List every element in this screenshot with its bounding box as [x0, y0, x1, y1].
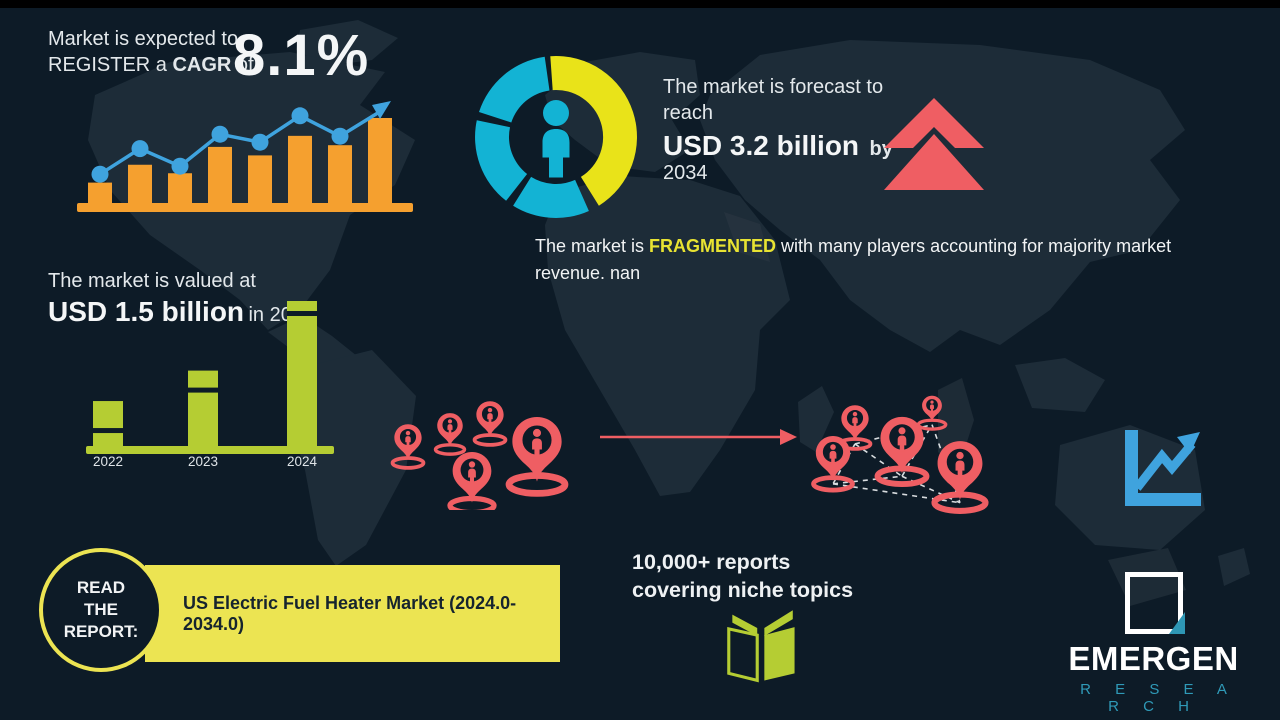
up-arrows-icon — [884, 98, 984, 190]
read-the-report-circle[interactable]: READ THE REPORT: — [39, 548, 163, 672]
valuation-year-labels: 2022 2023 2024 — [93, 454, 318, 469]
cagr-value: 8.1% — [233, 23, 370, 88]
svg-text:2022: 2022 — [93, 454, 123, 469]
forecast-value: USD 3.2 billion — [663, 130, 860, 161]
valuation-value: USD 1.5 billion — [48, 296, 245, 327]
map-pin-cluster-right — [810, 395, 1035, 530]
fragmented-highlight: FRAGMENTED — [649, 236, 777, 256]
emergen-logo: EMERGEN R E S E A R C H — [1056, 572, 1251, 715]
cagr-trend-chart — [77, 101, 413, 212]
svg-text:2023: 2023 — [188, 454, 218, 469]
forecast-text: The market is forecast to reach USD 3.2 … — [663, 76, 893, 184]
report-banner-text: US Electric Fuel Heater Market (2024.0-2… — [183, 592, 517, 634]
map-pin-cluster-left — [390, 401, 580, 510]
donut-arcs — [475, 55, 637, 218]
logo-teal-notch — [1168, 612, 1185, 634]
logo-square-icon — [1124, 572, 1185, 634]
flow-arrow — [600, 429, 797, 445]
report-banner: US Electric Fuel Heater Market (2024.0-2… — [145, 565, 560, 662]
person-icon — [542, 100, 570, 178]
cagr-text: Market is expected to REGISTER a CAGR of — [48, 28, 254, 76]
valuation-text: The market is valued at USD 1.5 billion … — [48, 270, 315, 327]
forecast-year: 2034 — [663, 162, 708, 184]
top-black-bar — [0, 0, 1280, 8]
trend-line — [91, 101, 391, 183]
valuation-bars — [93, 301, 317, 446]
valuation-bar-chart: 2022 2023 2024 — [86, 301, 334, 469]
growth-chart-icon — [1125, 430, 1201, 506]
fragmented-text: The market is FRAGMENTED with many playe… — [535, 236, 1172, 283]
reports-count-text: 10,000+ reports covering niche topics — [632, 550, 854, 602]
cagr-line1: Market is expected to — [48, 28, 239, 50]
svg-text:2024: 2024 — [287, 454, 318, 469]
market-concentration-donut — [475, 55, 637, 218]
open-book-icon — [727, 610, 795, 683]
map-pins-left — [390, 401, 566, 510]
logo-name: EMERGEN — [1068, 640, 1239, 677]
map-pins-right — [814, 395, 986, 511]
logo-subtitle: R E S E A R C H — [1080, 681, 1237, 715]
trend-bars — [88, 118, 392, 203]
